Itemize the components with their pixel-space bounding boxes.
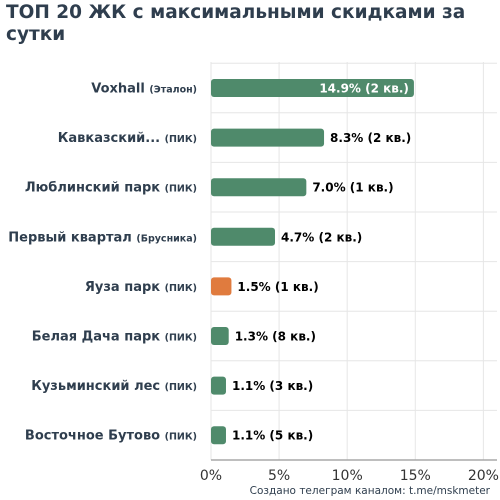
category-label: Восточное Бутово (ПИК) — [25, 429, 197, 444]
chart-credit: Создано телеграм каналом: t.me/mskmeter — [249, 485, 490, 497]
axis-layer: 0% 5% 10% 15% 20% — [200, 459, 499, 484]
category-label: Кавказский... (ПИК) — [58, 131, 197, 146]
category-name: Яуза парк — [85, 280, 165, 295]
grid-layer — [210, 62, 497, 461]
chart-title: ТОП 20 ЖК с максимальными скидками за су… — [6, 2, 466, 45]
category-name: Voxhall — [91, 82, 149, 97]
category-developer: (ПИК) — [165, 134, 197, 145]
category-developer: (Брусника) — [136, 233, 197, 244]
category-label: Voxhall (Эталон) — [91, 82, 197, 97]
category-label: Яуза парк (ПИК) — [85, 280, 197, 295]
x-tick-label: 0% — [200, 468, 222, 484]
x-tick-label: 20% — [468, 468, 499, 484]
labels-layer: 14.9% (2 кв.) Voxhall (Эталон) 8.3% (2 кв.… — [8, 82, 411, 444]
bar-value-label: 1.1% (3 кв.) — [232, 379, 313, 393]
bar-value-label: 4.7% (2 кв.) — [281, 230, 362, 244]
bar-value-label: 14.9% (2 кв.) — [319, 82, 409, 96]
category-label: Белая Дача парк (ПИК) — [32, 330, 197, 345]
category-developer: (ПИК) — [165, 333, 197, 344]
bar — [211, 277, 232, 296]
category-label: Первый квартал (Брусника) — [8, 230, 197, 245]
bar — [211, 79, 414, 97]
category-developer: (Эталон) — [149, 85, 197, 96]
category-name: Кавказский... — [58, 131, 165, 146]
category-name: Люблинский парк — [25, 181, 165, 196]
x-tick-label: 10% — [332, 468, 363, 484]
category-name: Белая Дача парк — [32, 330, 165, 345]
category-developer: (ПИК) — [165, 432, 197, 443]
bar-value-label: 8.3% (2 кв.) — [330, 131, 411, 145]
bar-value-label: 1.5% (1 кв.) — [237, 280, 318, 294]
x-tick-label: 15% — [400, 468, 431, 484]
category-name: Кузьминский лес — [31, 379, 164, 394]
category-developer: (ПИК) — [165, 283, 197, 294]
category-developer: (ПИК) — [165, 382, 197, 393]
category-name: Первый квартал — [8, 230, 136, 245]
category-developer: (ПИК) — [165, 184, 197, 195]
bars-layer — [211, 79, 414, 445]
bar — [211, 327, 229, 345]
bar — [211, 178, 307, 197]
bar-value-label: 1.1% (5 кв.) — [232, 429, 313, 443]
bar-value-label: 1.3% (8 кв.) — [235, 330, 316, 344]
bar — [211, 128, 325, 147]
bar — [211, 227, 276, 246]
category-label: Кузьминский лес (ПИК) — [31, 379, 197, 394]
bar — [211, 376, 226, 395]
category-name: Восточное Бутово — [25, 429, 165, 444]
bar-value-label: 7.0% (1 кв.) — [312, 181, 393, 195]
bar — [211, 426, 226, 445]
x-tick-label: 5% — [268, 468, 290, 484]
category-label: Люблинский парк (ПИК) — [25, 181, 197, 196]
